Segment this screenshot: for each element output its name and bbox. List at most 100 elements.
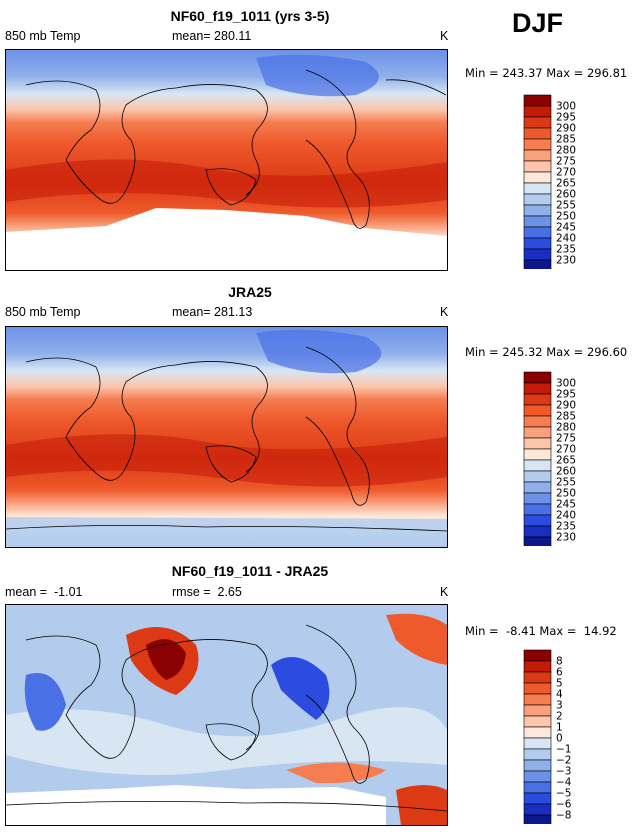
- panel3-colorbar-box: [523, 682, 552, 695]
- panel2-colorbar-box: [523, 382, 552, 395]
- panel1-colorbar-tick: 290: [556, 123, 576, 135]
- panel1-colorbar-box: [523, 182, 552, 195]
- panel3-colorbar-tick: 4: [556, 689, 563, 701]
- panel2-colorbar-tick: 240: [556, 510, 576, 522]
- panel1-cold-patch: [256, 54, 379, 97]
- panel3-colorbar-box: [523, 693, 552, 706]
- panel1-colorbar-box: [523, 215, 552, 228]
- panel1-colorbar-box: [523, 193, 552, 206]
- panel1-colorbar-box: [523, 149, 552, 162]
- panel2-colorbar-box: [523, 492, 552, 505]
- panel1-colorbar-tick: 260: [556, 189, 576, 201]
- panel3-left-label: mean = -1.01: [5, 585, 83, 599]
- panel3-colorbar-box: [523, 770, 552, 783]
- panel1-colorbar-tick: 235: [556, 244, 576, 256]
- panel3-colorbar-tick: −3: [556, 766, 571, 778]
- panel2-colorbar-tick: 245: [556, 499, 576, 511]
- panel1-warm-core: [6, 159, 447, 208]
- panel3-map-svg: [6, 605, 447, 825]
- panel3-minmax: Min = -8.41 Max = 14.92: [465, 624, 617, 638]
- panel1-colorbar-tick: 295: [556, 112, 576, 124]
- panel2-colorbar-tick: 290: [556, 400, 576, 412]
- panel3-colorbar-box: [523, 814, 552, 827]
- panel1-center-label: mean= 280.11: [172, 29, 252, 43]
- panel1-colorbar-tick: 250: [556, 211, 576, 223]
- panel1-colorbar-box: [523, 248, 552, 261]
- panel3-colorbar-box: [523, 660, 552, 673]
- panel2-colorbar-tick: 230: [556, 532, 576, 544]
- panel1-colorbar-tick: 245: [556, 222, 576, 234]
- panel3-colorbar-tick: −4: [556, 777, 572, 789]
- panel3-warm-south: [286, 762, 386, 784]
- panel3-warm-corner: [396, 785, 447, 825]
- panel2-map: [5, 326, 448, 548]
- panel1-colorbar-box: [523, 160, 552, 173]
- panel3-colorbar-tick: −8: [556, 810, 571, 822]
- panel3-colorbar-box: [523, 737, 552, 750]
- panel1-colorbar-tick: 255: [556, 200, 576, 212]
- panel3-colorbar-tick: −5: [556, 788, 571, 800]
- panel1-left-label: 850 mb Temp: [5, 29, 81, 43]
- panel3-colorbar-tick: −6: [556, 799, 572, 811]
- panel2-warm-core: [6, 434, 447, 487]
- panel3-colorbar-tick: 2: [556, 711, 563, 723]
- panel3-colorbar-tick: −2: [556, 755, 571, 767]
- panel1-map-svg: [6, 50, 447, 270]
- panel2-colorbar-box: [523, 481, 552, 494]
- panel3-cold-africa: [24, 673, 66, 731]
- panel1-antarctica: [6, 208, 447, 270]
- panel2-colorbar-box: [523, 514, 552, 527]
- panel2-colorbar-box: [523, 459, 552, 472]
- panel2-coastlines: [6, 346, 447, 532]
- panel3-colorbar-tick: 6: [556, 667, 563, 679]
- panel2-colorbar-box: [523, 525, 552, 538]
- panel2-colorbar-tick: 235: [556, 521, 576, 533]
- panel3-colorbar-box: [523, 704, 552, 717]
- panel2-colorbar-box: [523, 437, 552, 450]
- panel1-colorbar-tick: 280: [556, 145, 576, 157]
- panel2-colorbar-box: [523, 470, 552, 483]
- panel3-colorbar-box: [523, 671, 552, 684]
- panel3-colorbar-box: [523, 715, 552, 728]
- panel2-colorbar-box: [523, 404, 552, 417]
- panel1-colorbar-tick: 275: [556, 156, 576, 168]
- panel1-colorbar-tick: 270: [556, 167, 576, 179]
- panel1-units: K: [440, 29, 449, 43]
- panel2-colorbar-tick: 250: [556, 488, 576, 500]
- panel1-colorbar-tick: 285: [556, 134, 576, 146]
- panel3-units: K: [440, 585, 449, 599]
- panel2-colorbar-box: [523, 426, 552, 439]
- panel2-colorbar-tick: 255: [556, 477, 576, 489]
- panel3-cold-namerica: [271, 657, 330, 720]
- panel1-title: NF60_f19_1011 (yrs 3-5): [170, 8, 330, 24]
- panel2-colorbar-tick: 300: [556, 378, 576, 390]
- panel2-colorbar-tick: 260: [556, 466, 576, 478]
- panel2-cold-patch: [256, 329, 382, 374]
- panel1-colorbar-box: [523, 105, 552, 118]
- panel1-map: [5, 49, 448, 271]
- panel2-colorbar-tick: 270: [556, 444, 576, 456]
- panel3-antarctica: [6, 785, 386, 825]
- panel1-colorbar: 300 295 290 285 280 275 270 265 260 255 250 245 240 2…: [523, 94, 633, 274]
- panel2-colorbar-tick: 285: [556, 411, 576, 423]
- panel3-warm-asia-core: [146, 639, 186, 680]
- panel2-minmax: Min = 245.32 Max = 296.60: [465, 345, 628, 359]
- panel3-colorbar-box: [523, 726, 552, 739]
- panel3-warm-npac: [386, 613, 447, 665]
- panel3-center-label: rmse = 2.65: [172, 585, 242, 599]
- panel3-colorbar-box: [523, 649, 552, 662]
- panel1-colorbar-box: [523, 237, 552, 250]
- panel1-colorbar-tick: 265: [556, 178, 576, 190]
- panel1-minmax: Min = 243.37 Max = 296.81: [465, 66, 628, 80]
- panel3-colorbar-tick: 1: [556, 722, 563, 734]
- panel2-colorbar-box: [523, 536, 552, 549]
- panel2-colorbar: 300 295 290 285 280 275 270 265 260 255 250 245 240 2…: [523, 371, 633, 551]
- panel1-colorbar-box: [523, 94, 552, 107]
- season-label: DJF: [512, 8, 564, 38]
- panel3-colorbar-box: [523, 748, 552, 761]
- panel2-center-label: mean= 281.13: [172, 305, 253, 319]
- panel3-colorbar-box: [523, 792, 552, 805]
- panel2-colorbar-tick: 275: [556, 433, 576, 445]
- panel3-colorbar: 8 6 5 4 3 2 1 0 −1 −2 −3 −4 −5 −6 −8: [523, 649, 633, 829]
- panel1-colorbar-box: [523, 116, 552, 129]
